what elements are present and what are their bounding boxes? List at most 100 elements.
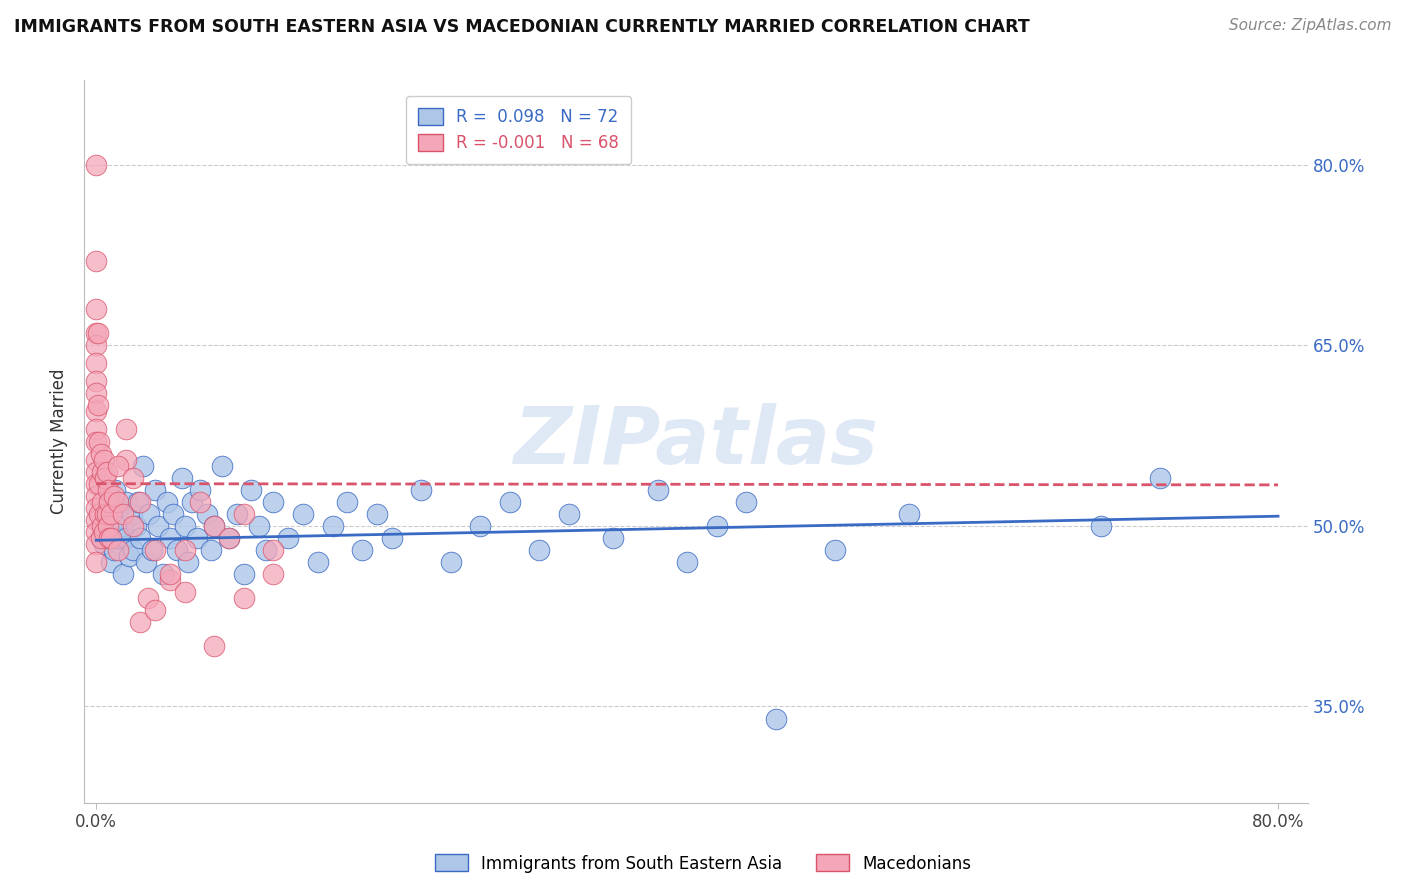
Point: [200, 542, 222, 557]
Point: [156, 494, 179, 508]
Point: [89, 434, 111, 449]
Point: [411, 483, 433, 497]
Point: [129, 531, 152, 545]
Point: [96, 507, 118, 521]
Point: [122, 470, 145, 484]
Point: [107, 458, 129, 473]
Point: [440, 555, 463, 569]
Point: [111, 567, 134, 582]
Point: [98, 494, 121, 508]
Text: Source: ZipAtlas.com: Source: ZipAtlas.com: [1229, 18, 1392, 33]
Point: [262, 567, 284, 582]
Point: [84, 489, 107, 503]
Point: [218, 531, 240, 545]
Point: [195, 507, 218, 521]
Point: [114, 531, 136, 545]
Point: [129, 494, 152, 508]
Point: [84, 476, 107, 491]
Point: [181, 494, 204, 508]
Point: [84, 326, 107, 340]
Point: [84, 374, 107, 388]
Point: [159, 573, 181, 587]
Point: [89, 507, 111, 521]
Point: [218, 531, 240, 545]
Point: [107, 500, 129, 515]
Point: [86, 398, 108, 412]
Point: [602, 531, 624, 545]
Point: [91, 518, 114, 533]
Point: [90, 446, 112, 460]
Point: [254, 542, 277, 557]
Point: [170, 470, 193, 484]
Point: [114, 452, 136, 467]
Point: [103, 542, 125, 557]
Point: [225, 507, 247, 521]
Point: [90, 531, 112, 545]
Point: [84, 500, 107, 515]
Point: [277, 531, 299, 545]
Point: [86, 326, 108, 340]
Point: [706, 518, 728, 533]
Point: [129, 615, 152, 630]
Point: [262, 494, 284, 508]
Point: [114, 422, 136, 436]
Point: [366, 507, 388, 521]
Point: [94, 470, 117, 484]
Point: [93, 524, 115, 539]
Point: [897, 507, 920, 521]
Point: [177, 555, 200, 569]
Point: [125, 518, 148, 533]
Point: [84, 356, 107, 370]
Point: [97, 483, 120, 497]
Point: [100, 531, 122, 545]
Point: [162, 507, 184, 521]
Point: [84, 386, 107, 401]
Point: [188, 483, 211, 497]
Point: [292, 507, 315, 521]
Point: [232, 507, 254, 521]
Point: [322, 518, 344, 533]
Point: [173, 542, 195, 557]
Point: [84, 452, 107, 467]
Legend: Immigrants from South Eastern Asia, Macedonians: Immigrants from South Eastern Asia, Mace…: [427, 847, 979, 880]
Point: [1090, 518, 1112, 533]
Point: [173, 585, 195, 599]
Point: [100, 518, 122, 533]
Point: [138, 507, 160, 521]
Point: [94, 507, 117, 521]
Point: [84, 301, 107, 316]
Point: [202, 639, 225, 653]
Point: [84, 524, 107, 539]
Point: [90, 531, 112, 545]
Point: [240, 483, 263, 497]
Point: [84, 253, 107, 268]
Point: [104, 483, 127, 497]
Point: [211, 458, 233, 473]
Point: [186, 531, 208, 545]
Point: [132, 458, 155, 473]
Point: [336, 494, 359, 508]
Point: [159, 531, 181, 545]
Point: [647, 483, 669, 497]
Point: [262, 542, 284, 557]
Point: [91, 465, 114, 479]
Point: [114, 494, 136, 508]
Point: [202, 518, 225, 533]
Point: [91, 494, 114, 508]
Point: [84, 434, 107, 449]
Point: [111, 518, 134, 533]
Point: [84, 513, 107, 527]
Point: [148, 518, 170, 533]
Point: [111, 507, 134, 521]
Point: [122, 518, 145, 533]
Point: [188, 494, 211, 508]
Point: [558, 507, 581, 521]
Point: [100, 555, 122, 569]
Point: [135, 555, 157, 569]
Point: [247, 518, 270, 533]
Point: [143, 483, 166, 497]
Point: [232, 591, 254, 606]
Point: [307, 555, 329, 569]
Text: ZIPatlas: ZIPatlas: [513, 402, 879, 481]
Point: [676, 555, 699, 569]
